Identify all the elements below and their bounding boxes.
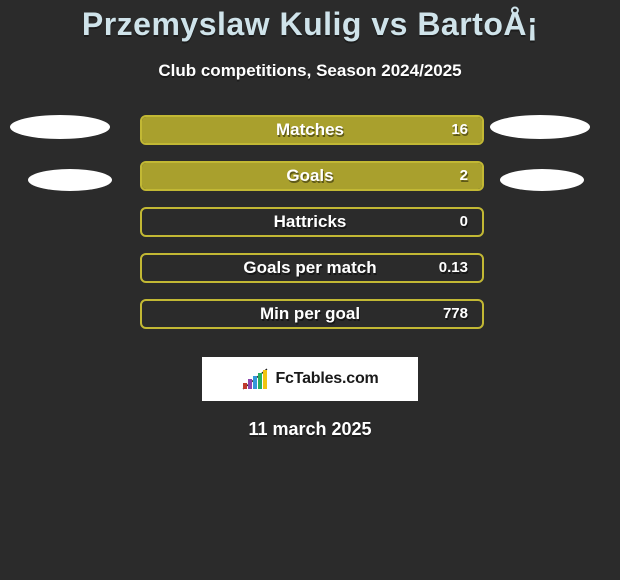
- stat-row: Matches16: [0, 115, 620, 161]
- page-subtitle: Club competitions, Season 2024/2025: [0, 61, 620, 81]
- player-photo-placeholder: [28, 169, 112, 191]
- stat-row: Hattricks0: [0, 207, 620, 253]
- bar-track: [140, 161, 484, 191]
- logo-text: FcTables.com: [275, 370, 378, 388]
- page-title: Przemyslaw Kulig vs BartoÅ¡: [0, 0, 620, 43]
- bar-fill: [142, 117, 482, 143]
- date-text: 11 march 2025: [0, 419, 620, 440]
- stat-row: Goals per match0.13: [0, 253, 620, 299]
- bar-track: [140, 253, 484, 283]
- bar-track: [140, 207, 484, 237]
- player-photo-placeholder: [490, 115, 590, 139]
- stat-row: Min per goal778: [0, 299, 620, 345]
- bar-track: [140, 115, 484, 145]
- chart-area: Matches16Goals2Hattricks0Goals per match…: [0, 115, 620, 345]
- site-logo[interactable]: FcTables.com: [202, 357, 418, 401]
- stat-row: Goals2: [0, 161, 620, 207]
- logo-bars-icon: [241, 367, 269, 391]
- player-photo-placeholder: [10, 115, 110, 139]
- player-photo-placeholder: [500, 169, 584, 191]
- bar-fill: [142, 163, 482, 189]
- comparison-infographic: Przemyslaw Kulig vs BartoÅ¡ Club competi…: [0, 0, 620, 580]
- bar-track: [140, 299, 484, 329]
